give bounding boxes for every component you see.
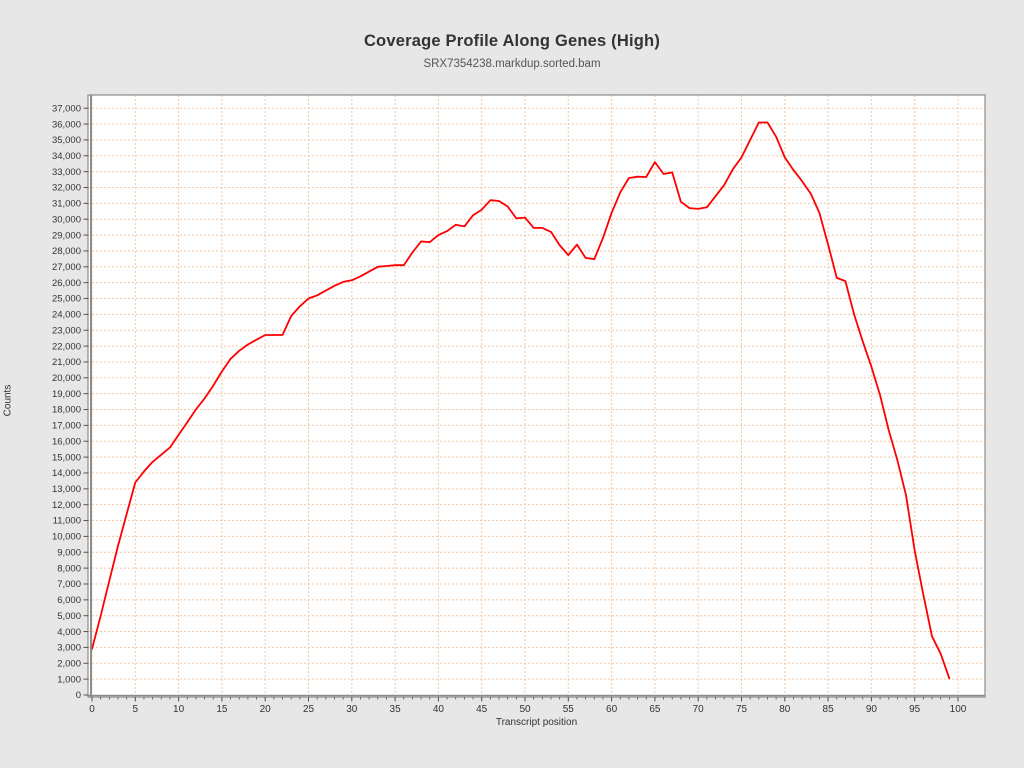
tick-label: 70 (693, 704, 705, 715)
tick-label: 10 (173, 704, 185, 715)
tick-label: 22,000 (52, 341, 81, 352)
tick-label: 14,000 (52, 468, 81, 479)
tick-label: 30,000 (52, 214, 81, 225)
chart-subtitle: SRX7354238.markdup.sorted.bam (423, 58, 601, 70)
tick-label: 32,000 (52, 183, 81, 194)
tick-label: 23,000 (52, 325, 81, 336)
tick-label: 95 (909, 704, 921, 715)
tick-label: 19,000 (52, 389, 81, 400)
tick-label: 24,000 (52, 310, 81, 321)
tick-label: 100 (950, 704, 967, 715)
tick-label: 35,000 (52, 135, 81, 146)
tick-label: 45 (476, 704, 488, 715)
tick-label: 55 (563, 704, 575, 715)
tick-label: 20 (260, 704, 272, 715)
tick-label: 11,000 (53, 516, 81, 527)
tick-label: 60 (606, 704, 618, 715)
tick-label: 0 (89, 704, 95, 715)
tick-label: 21,000 (52, 357, 81, 368)
tick-label: 20,000 (52, 373, 81, 384)
tick-label: 18,000 (52, 405, 81, 416)
tick-label: 16,000 (52, 436, 81, 447)
tick-label: 65 (649, 704, 661, 715)
tick-label: 13,000 (52, 484, 81, 495)
tick-label: 8,000 (57, 563, 81, 574)
tick-label: 40 (433, 704, 445, 715)
tick-label: 90 (866, 704, 878, 715)
tick-label: 35 (390, 704, 402, 715)
tick-label: 27,000 (52, 262, 81, 273)
tick-label: 80 (779, 704, 791, 715)
tick-label: 12,000 (52, 500, 81, 511)
tick-label: 17,000 (52, 421, 81, 432)
tick-label: 25 (303, 704, 315, 715)
tick-label: 30 (346, 704, 358, 715)
tick-label: 7,000 (57, 579, 81, 590)
chart-title: Coverage Profile Along Genes (High) (363, 32, 661, 50)
tick-label: 6,000 (57, 595, 81, 606)
tick-label: 75 (736, 704, 748, 715)
coverage-line-series (91, 121, 951, 680)
tick-label: 2,000 (57, 658, 81, 669)
tick-label: 29,000 (52, 230, 81, 241)
tick-label: 36,000 (52, 119, 81, 130)
tick-label: 37,000 (52, 103, 81, 114)
tick-label: 85 (823, 704, 835, 715)
tick-label: 34,000 (52, 151, 81, 162)
tick-label: 15 (216, 704, 228, 715)
tick-label: 28,000 (52, 246, 81, 257)
x-axis-label: Transcript position (495, 717, 578, 728)
tick-label: 10,000 (52, 532, 81, 543)
tick-label: 33,000 (52, 167, 81, 178)
tick-label: 31,000 (52, 199, 81, 210)
tick-label: 26,000 (52, 278, 81, 289)
tick-label: 15,000 (52, 452, 81, 463)
plot-area (88, 95, 985, 697)
tick-label: 5 (133, 704, 139, 715)
tick-label: 5,000 (57, 611, 81, 622)
tick-label: 50 (519, 704, 531, 715)
tick-label: 9,000 (57, 547, 81, 558)
tick-label: 3,000 (57, 643, 81, 654)
tick-label: 0 (76, 690, 81, 701)
tick-label: 4,000 (57, 627, 81, 638)
plot-frame (87, 94, 986, 698)
tick-label: 1,000 (57, 674, 81, 685)
tick-label: 25,000 (52, 294, 81, 305)
